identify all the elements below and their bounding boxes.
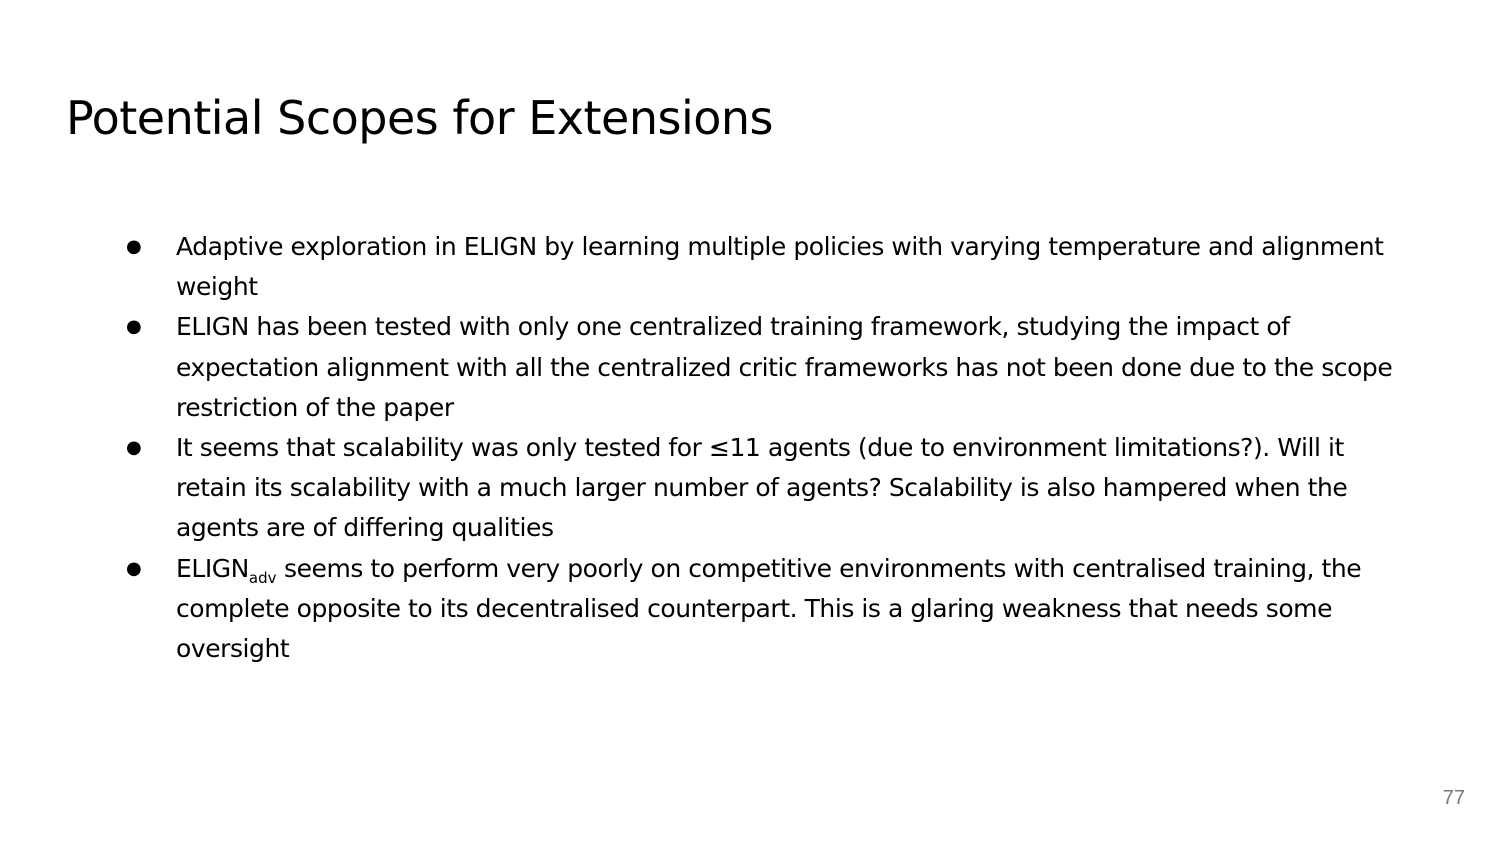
- list-item-scalability: ● It seems that scalability was only tes…: [124, 428, 1414, 549]
- list-item-text: It seems that scalability was only teste…: [176, 433, 1348, 543]
- list-item-text-base: ELIGN: [176, 553, 249, 583]
- bullet-icon: ●: [126, 437, 142, 459]
- list-item-subscript: adv: [248, 568, 277, 587]
- list-item-text-rest: seems to perform very poorly on competit…: [176, 553, 1362, 664]
- list-item-elign-adv-weakness: ● ELIGNadv seems to perform very poorly …: [124, 549, 1414, 670]
- list-item-text: ELIGN has been tested with only one cent…: [176, 312, 1393, 422]
- bullet-icon: ●: [126, 557, 142, 579]
- bullet-icon: ●: [126, 316, 142, 338]
- page-number: 77: [1442, 787, 1465, 809]
- bullet-icon: ●: [126, 236, 142, 257]
- bullet-list: ● Adaptive exploration in ELIGN by learn…: [124, 227, 1414, 669]
- list-item-adaptive-exploration: ● Adaptive exploration in ELIGN by learn…: [124, 227, 1414, 307]
- list-item-text: Adaptive exploration in ELIGN by learnin…: [176, 232, 1384, 302]
- slide-title: Potential Scopes for Extensions: [66, 91, 774, 145]
- list-item-centralized-training: ● ELIGN has been tested with only one ce…: [124, 307, 1414, 428]
